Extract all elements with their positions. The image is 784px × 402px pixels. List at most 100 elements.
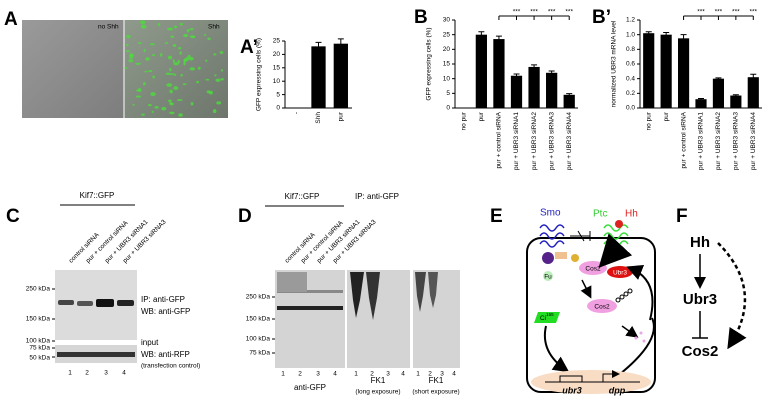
bar [510, 75, 523, 108]
cell-diagram [526, 220, 656, 394]
x-tick-label: pur + control siRNA [680, 111, 687, 168]
significance-label: *** [548, 9, 556, 16]
marker-label: 75 kDa [249, 350, 270, 357]
y-tick-label: 25 [273, 38, 281, 45]
y-tick-label: 10 [273, 78, 281, 85]
node-label: Hh [690, 234, 710, 251]
cell [137, 88, 142, 93]
cell [168, 73, 175, 75]
cell [147, 104, 152, 107]
bar [747, 77, 759, 108]
cell [205, 78, 210, 81]
panel-label: A’ [240, 37, 258, 58]
marker-label: 150 kDa [246, 316, 271, 323]
annotation: input [141, 338, 159, 347]
ladder [272, 296, 275, 354]
significance-label: *** [715, 9, 723, 16]
node-label: Smo [540, 208, 561, 219]
cell [172, 59, 175, 63]
node-label: Ci [540, 315, 546, 322]
cell [196, 80, 200, 84]
node-label: Ci155 [540, 312, 554, 322]
cell [148, 70, 153, 73]
y-tick-label: 0.6 [626, 61, 635, 68]
cell [203, 34, 207, 36]
bar [643, 33, 655, 109]
cell [128, 59, 134, 63]
bar [695, 99, 707, 108]
lane-number: 2 [370, 371, 374, 378]
y-axis-label: GFP expressing cells (%) [426, 27, 433, 100]
y-axis-label: GFP expressing cells (%) [256, 38, 263, 111]
cell [126, 43, 129, 47]
cell [169, 111, 175, 115]
cell [150, 92, 156, 97]
cell [151, 54, 156, 57]
x-tick-label: - [293, 112, 300, 114]
lane-number: 2 [428, 371, 432, 378]
cell [177, 99, 183, 102]
cell [142, 82, 146, 86]
node-label: Cos2 [594, 304, 610, 311]
cell [189, 67, 196, 71]
marker-label: 100 kDa [246, 336, 271, 343]
lane-number: 1 [68, 370, 72, 377]
panel-label: E [490, 206, 503, 227]
panel-label: B’ [592, 7, 611, 28]
cell [169, 102, 173, 105]
marker-label: 50 kDa [29, 355, 50, 362]
x-tick-label: pur + UBR3 siRNA3 [548, 112, 555, 170]
cell [164, 42, 169, 44]
cell [183, 33, 188, 38]
error-bar [663, 31, 670, 38]
y-axis-label: normalized UBR3 mRNA level [611, 20, 618, 107]
lane-number: 3 [316, 371, 320, 378]
lane-number: 3 [104, 370, 108, 377]
cell [179, 51, 183, 55]
gene-label: ubr3 [562, 385, 582, 395]
gene-label: dpp [609, 385, 626, 395]
error-bar [566, 93, 573, 97]
marker-label: 150 kDa [26, 316, 51, 323]
image-label: no Shh [98, 24, 119, 31]
error-bar [315, 41, 322, 51]
cell [126, 34, 131, 39]
ip-label: IP: anti-GFP [355, 192, 399, 201]
panel-label: B [414, 7, 428, 28]
y-tick-label: 15 [273, 65, 281, 72]
y-tick-label: 1.2 [626, 17, 635, 24]
cell [141, 24, 145, 27]
cell [137, 42, 142, 44]
lane-number: 1 [354, 371, 358, 378]
blot-label: anti-GFP [294, 383, 326, 392]
lane-number: 4 [401, 371, 405, 378]
y-tick-label: 0.4 [626, 75, 635, 82]
marker-label: 250 kDa [26, 286, 51, 293]
y-tick-label: 0.8 [626, 46, 635, 53]
cell [157, 22, 161, 27]
y-tick-label: 0.0 [626, 105, 635, 112]
bar [660, 34, 672, 108]
blot-label: (long exposure) [355, 389, 400, 396]
lane-number: 4 [452, 371, 456, 378]
annotation: (transfection control) [141, 363, 200, 370]
significance-label: *** [732, 9, 740, 16]
cell [169, 89, 173, 94]
lane-number: 4 [333, 371, 337, 378]
cell [186, 30, 190, 33]
significance-label: *** [565, 9, 573, 16]
error-bar [495, 35, 502, 43]
cell [132, 103, 135, 106]
node-label: Ubr3 [613, 270, 627, 277]
cell [167, 27, 173, 31]
x-tick-label: no pur [645, 111, 652, 130]
ladder [52, 288, 55, 358]
cell [179, 23, 184, 26]
cell [173, 73, 177, 76]
significance-label: *** [513, 9, 521, 16]
blot [275, 270, 460, 368]
node-label: Cos2 [682, 343, 719, 360]
cell [169, 67, 172, 72]
bar [712, 78, 725, 108]
annotation: WB: anti-RFP [141, 350, 190, 359]
